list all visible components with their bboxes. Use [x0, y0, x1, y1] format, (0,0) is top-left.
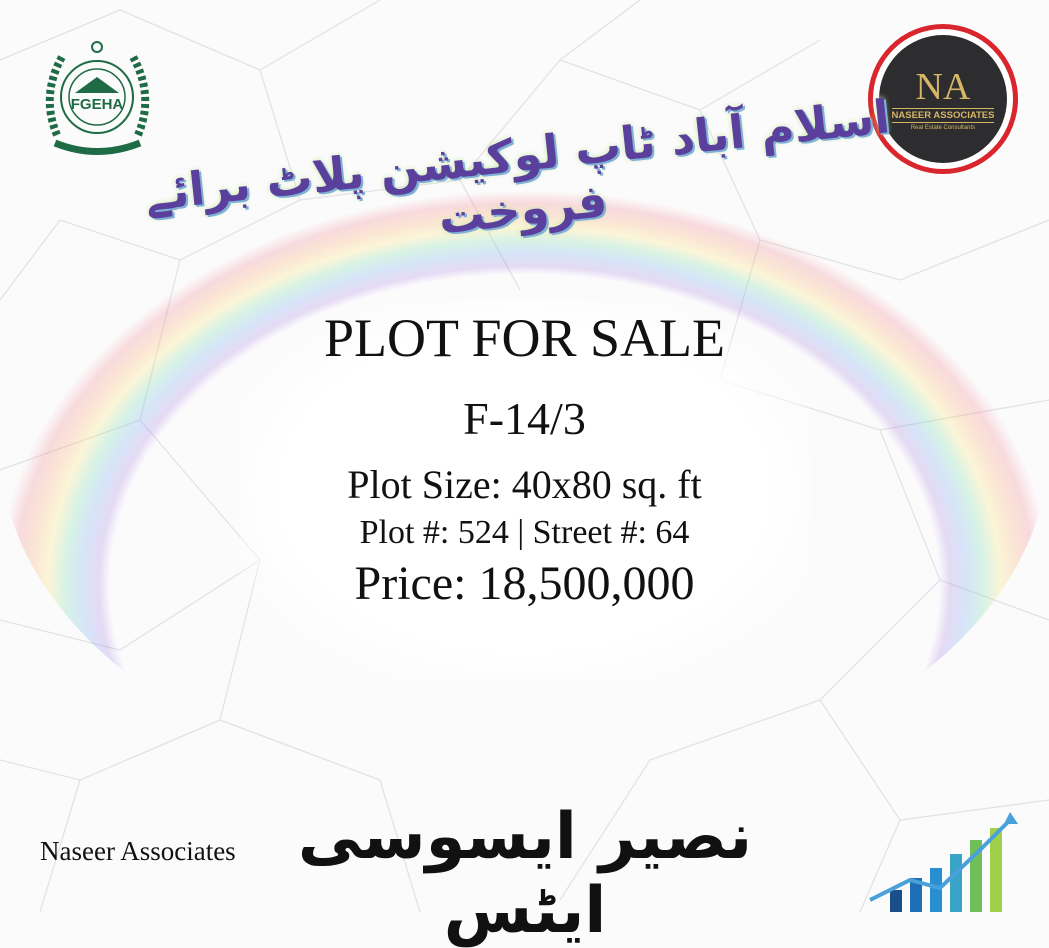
na-logo-tagline: Real Estate Consultants: [910, 124, 976, 131]
listing-plot-size: Plot Size: 40x80 sq. ft: [347, 462, 702, 507]
footer-company-name: Naseer Associates: [40, 836, 236, 866]
footer-company-name-urdu: نصیر ایسوسی ایٹس: [297, 800, 753, 948]
listing-price: Price: 18,500,000: [354, 557, 695, 610]
text-backdrop: [240, 300, 810, 680]
fgeha-logo-text: FGEHA: [71, 96, 124, 113]
na-logo-name: NASEER ASSOCIATES: [891, 107, 995, 123]
listing-sector: F-14/3: [463, 393, 586, 444]
geometric-background: [0, 0, 1049, 912]
fgeha-emblem-logo: FGEHA: [45, 41, 150, 155]
growth-chart-icon: [869, 812, 1018, 912]
na-monogram: NA: [915, 65, 971, 108]
listing-title: PLOT FOR SALE: [323, 308, 726, 368]
naseer-associates-logo: NA NASEER ASSOCIATES Real Estate Consult…: [868, 24, 1018, 174]
listing-plot-street: Plot #: 524 | Street #: 64: [359, 514, 690, 551]
